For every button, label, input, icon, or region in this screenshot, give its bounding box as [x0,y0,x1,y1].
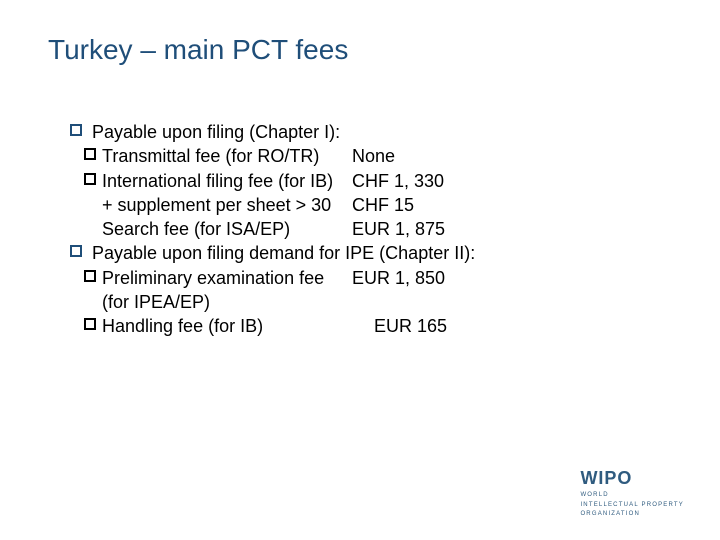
list-item: Payable upon filing (Chapter I): [70,120,475,144]
square-bullet-icon [70,124,82,136]
list-item: Payable upon filing demand for IPE (Chap… [70,241,475,265]
square-bullet-icon [84,270,96,282]
square-bullet-icon [84,173,96,185]
wipo-line: WORLD [580,491,684,501]
list-item-label: Payable upon filing (Chapter I): [92,120,340,144]
fee-value: None [352,144,395,168]
list-item: Transmittal fee (for RO/TR) None [84,144,475,168]
wipo-line: ORGANIZATION [580,510,684,520]
wipo-line: INTELLECTUAL PROPERTY [580,501,684,511]
fee-label: Transmittal fee (for RO/TR) [102,144,352,168]
list-item: Preliminary examination fee EUR 1, 850 [84,266,475,290]
wipo-logo: WIPO WORLD INTELLECTUAL PROPERTY ORGANIZ… [580,468,684,520]
fee-value: CHF 15 [352,193,414,217]
list-item: (for IPEA/EP) [84,290,475,314]
list-item: Handling fee (for IB) EUR 165 [84,314,475,338]
fee-label: Search fee (for ISA/EP) [102,217,352,241]
fee-label: Preliminary examination fee [102,266,352,290]
fee-label: Handling fee (for IB) [102,314,374,338]
fee-value: EUR 1, 875 [352,217,445,241]
list-item: International filing fee (for IB) CHF 1,… [84,169,475,193]
slide: Turkey – main PCT fees Payable upon fili… [0,0,720,540]
fee-value: EUR 165 [374,314,447,338]
content-body: Payable upon filing (Chapter I): Transmi… [70,120,475,339]
wipo-brand: WIPO [580,468,684,489]
list-item-label: Payable upon filing demand for IPE (Chap… [92,241,475,265]
fee-label: International filing fee (for IB) [102,169,352,193]
fee-value: CHF 1, 330 [352,169,444,193]
list-item: Search fee (for ISA/EP) EUR 1, 875 [84,217,475,241]
fee-label: + supplement per sheet > 30 [102,193,352,217]
wipo-subtext: WORLD INTELLECTUAL PROPERTY ORGANIZATION [580,491,684,520]
slide-title: Turkey – main PCT fees [48,34,348,66]
fee-value: EUR 1, 850 [352,266,445,290]
square-bullet-icon [84,318,96,330]
fee-label: (for IPEA/EP) [102,290,352,314]
list-item: + supplement per sheet > 30 CHF 15 [84,193,475,217]
square-bullet-icon [70,245,82,257]
square-bullet-icon [84,148,96,160]
